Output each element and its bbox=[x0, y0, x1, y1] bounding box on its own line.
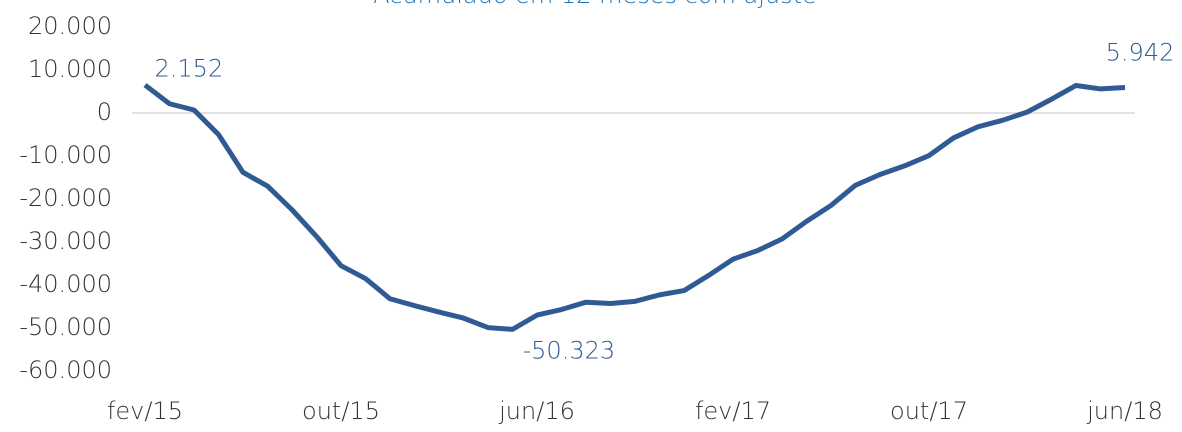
x-tick-label: fev/15 bbox=[107, 397, 183, 425]
x-tick-label: out/15 bbox=[302, 397, 380, 425]
y-tick-label: -50.000 bbox=[19, 313, 112, 341]
y-tick-label: 20.000 bbox=[28, 12, 112, 40]
y-tick-label: 10.000 bbox=[28, 55, 112, 83]
y-tick-label: -20.000 bbox=[19, 184, 112, 212]
y-tick-label: -30.000 bbox=[19, 227, 112, 255]
y-tick-label: -60.000 bbox=[19, 356, 112, 384]
x-tick-label: jun/16 bbox=[498, 397, 575, 425]
data-label: -50.323 bbox=[523, 336, 616, 364]
data-label: 5.942 bbox=[1106, 38, 1175, 66]
x-tick-label: fev/17 bbox=[695, 397, 771, 425]
y-tick-label: -40.000 bbox=[19, 270, 112, 298]
chart-title: Acumulado em 12 meses com ajuste bbox=[373, 0, 817, 9]
data-label: 2.152 bbox=[155, 55, 224, 83]
x-tick-label: out/17 bbox=[890, 397, 968, 425]
line bbox=[143, 82, 1126, 332]
y-tick-label: -10.000 bbox=[19, 141, 112, 169]
y-tick-label: 0 bbox=[97, 98, 112, 126]
x-tick-label: jun/18 bbox=[1086, 397, 1163, 425]
